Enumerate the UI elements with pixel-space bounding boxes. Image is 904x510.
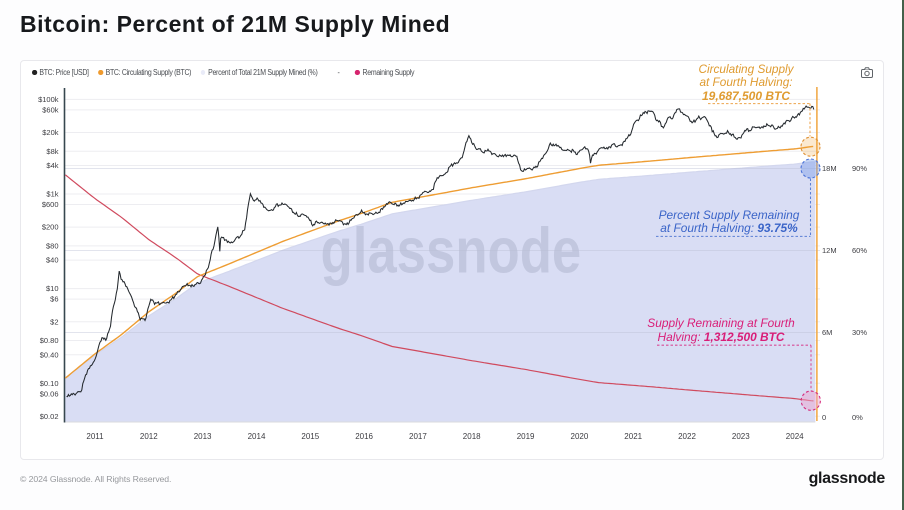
svg-text:$20k: $20k [42, 128, 59, 137]
svg-text:$4k: $4k [46, 161, 58, 170]
svg-text:$200: $200 [42, 223, 59, 232]
svg-text:2011: 2011 [86, 432, 104, 441]
svg-text:2016: 2016 [355, 432, 373, 441]
svg-text:$10: $10 [46, 284, 59, 293]
svg-text:12M: 12M [822, 246, 837, 255]
svg-text:18M: 18M [822, 164, 837, 173]
svg-text:$0.02: $0.02 [40, 412, 59, 421]
svg-text:glassnode: glassnode [321, 216, 582, 287]
svg-text:2024: 2024 [786, 432, 804, 441]
svg-text:2022: 2022 [678, 432, 696, 441]
svg-text:$100k: $100k [38, 95, 59, 104]
svg-text:$40: $40 [46, 256, 59, 265]
svg-text:2019: 2019 [517, 432, 535, 441]
svg-text:2021: 2021 [624, 432, 642, 441]
svg-text:$2: $2 [50, 317, 58, 326]
svg-text:$80: $80 [46, 242, 59, 251]
svg-text:$0.10: $0.10 [40, 379, 59, 388]
svg-text:2020: 2020 [571, 432, 589, 441]
svg-text:2012: 2012 [140, 432, 158, 441]
svg-text:2018: 2018 [463, 432, 481, 441]
svg-text:$0.80: $0.80 [40, 336, 59, 345]
svg-text:2013: 2013 [194, 432, 212, 441]
svg-text:$0.06: $0.06 [40, 389, 59, 398]
svg-text:2015: 2015 [301, 432, 319, 441]
svg-text:30%: 30% [852, 328, 867, 337]
svg-text:60%: 60% [852, 246, 867, 255]
svg-text:$6: $6 [50, 295, 58, 304]
svg-text:0%: 0% [852, 413, 863, 422]
svg-text:2017: 2017 [409, 432, 427, 441]
svg-text:2014: 2014 [248, 432, 266, 441]
svg-text:$600: $600 [42, 200, 59, 209]
svg-text:$60k: $60k [42, 106, 59, 115]
svg-text:2023: 2023 [732, 432, 750, 441]
svg-text:$0.40: $0.40 [40, 350, 59, 359]
svg-text:90%: 90% [852, 164, 867, 173]
svg-text:$8k: $8k [46, 147, 58, 156]
svg-text:0: 0 [822, 413, 826, 422]
svg-text:6M: 6M [822, 328, 832, 337]
svg-text:$1k: $1k [46, 190, 58, 199]
